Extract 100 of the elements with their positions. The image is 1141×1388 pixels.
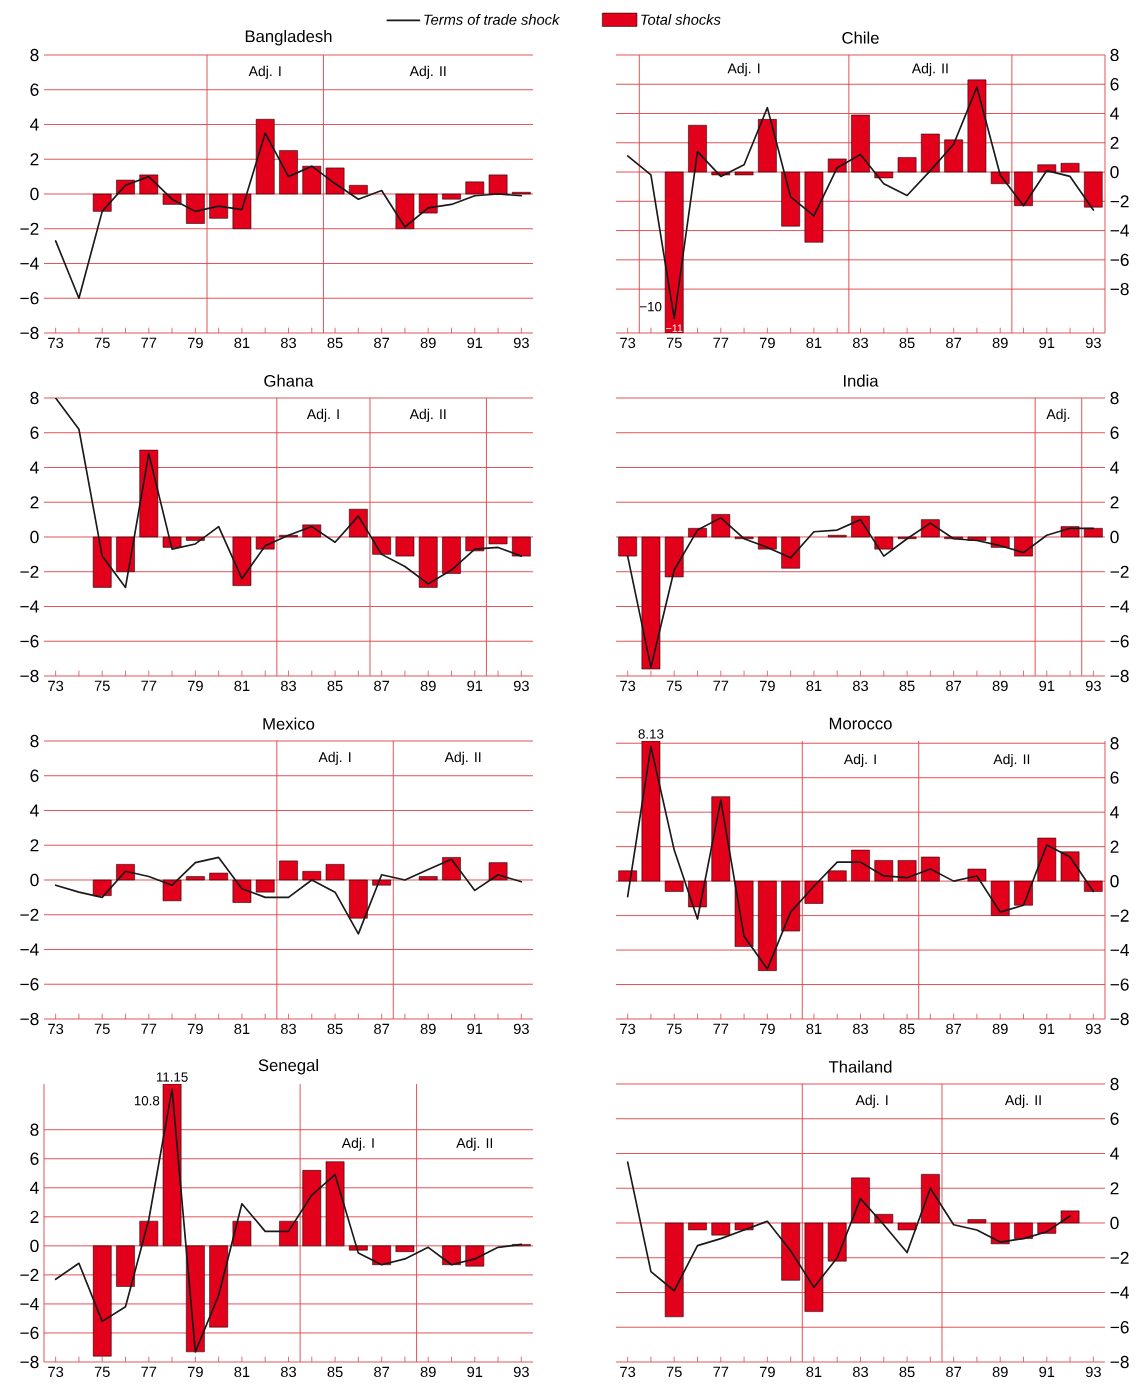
bar [209, 872, 228, 881]
y-tick-label: −2 [20, 908, 39, 921]
bar [92, 1245, 112, 1357]
data-label: −10 [639, 301, 662, 312]
y-tick-label: 6 [1110, 426, 1119, 439]
y-tick-label: −8 [1110, 1012, 1129, 1026]
bar [781, 1222, 800, 1281]
y-tick-label: 0 [30, 873, 39, 887]
bar [664, 536, 684, 578]
x-tick-label: 89 [420, 1366, 436, 1378]
bar [325, 864, 345, 881]
annotation: Adj. I [727, 63, 760, 77]
bar [465, 1245, 485, 1267]
annotation: Adj. I [341, 1137, 374, 1151]
line-series [54, 1088, 523, 1353]
bar [116, 1245, 135, 1287]
x-tick-label: 73 [620, 1023, 636, 1035]
y-tick-label: −2 [1110, 195, 1129, 208]
bar [944, 139, 963, 173]
x-tick-label: 79 [187, 1023, 203, 1035]
y-tick-label: 4 [1110, 461, 1119, 474]
bar [781, 171, 800, 227]
x-tick-label: 93 [1085, 1366, 1101, 1378]
x-tick-label: 87 [374, 1023, 390, 1035]
x-tick-label: 87 [374, 1366, 390, 1378]
bar [232, 536, 252, 586]
bar [804, 1222, 824, 1312]
y-tick-label: 2 [1110, 496, 1119, 509]
x-tick-label: 91 [467, 337, 483, 349]
y-tick-label: −8 [20, 1355, 39, 1369]
y-tick-label: 6 [30, 1152, 39, 1165]
y-tick-label: −6 [20, 978, 39, 991]
x-tick-label: 73 [620, 337, 636, 349]
x-tick-label: 83 [852, 680, 869, 692]
bar [279, 1220, 298, 1247]
x-tick-label: 73 [48, 1366, 64, 1378]
x-tick-label: 83 [280, 1023, 296, 1035]
y-tick-label: −6 [20, 1326, 39, 1340]
y-tick-label: 4 [30, 804, 39, 817]
bar [372, 1245, 391, 1265]
bar [395, 193, 415, 230]
bar [442, 193, 461, 200]
bar [921, 1174, 940, 1224]
y-tick-label: 4 [1110, 107, 1119, 120]
bar [418, 876, 438, 881]
x-tick-label: 77 [713, 337, 729, 348]
y-tick-label: −8 [1110, 1355, 1129, 1369]
y-tick-label: −6 [1110, 635, 1129, 648]
bar [1037, 164, 1057, 173]
y-tick-label: 8 [30, 734, 39, 748]
y-tick-label: 0 [30, 187, 39, 201]
annotation: Adj. II [993, 753, 1030, 767]
bar [349, 185, 368, 195]
x-tick-label: 83 [852, 1023, 869, 1035]
x-tick-label: 77 [141, 1023, 157, 1034]
x-tick-label: 87 [374, 337, 390, 349]
bar [465, 181, 485, 195]
y-tick-label: 4 [30, 1181, 39, 1194]
annotation: Adj. II [456, 1137, 493, 1151]
bar [1084, 171, 1103, 208]
x-tick-label: 77 [713, 1366, 729, 1377]
y-tick-label: 6 [30, 83, 39, 96]
bar [921, 133, 940, 173]
bar [349, 879, 368, 919]
annotation: Adj. II [911, 63, 948, 77]
x-tick-label: 89 [992, 680, 1008, 692]
bar [1084, 528, 1103, 538]
x-tick-label: 87 [946, 1023, 962, 1035]
bar [162, 1083, 182, 1247]
x-tick-label: 81 [806, 680, 822, 692]
y-tick-label: −4 [20, 257, 39, 270]
y-tick-label: 4 [30, 461, 39, 474]
x-tick-label: 93 [513, 337, 529, 349]
y-tick-label: 6 [30, 426, 39, 439]
bar [488, 536, 508, 545]
bar [1014, 171, 1033, 206]
bar [209, 193, 228, 219]
bar [512, 536, 531, 557]
x-tick-label: 87 [946, 337, 962, 349]
legend-label: Total shocks [641, 14, 721, 25]
y-tick-label: 0 [1110, 874, 1119, 888]
bar [139, 174, 159, 195]
y-tick-label: −2 [20, 222, 39, 235]
bar [827, 1222, 847, 1262]
y-tick-label: 2 [1110, 840, 1119, 853]
x-tick-label: 83 [852, 337, 869, 349]
annotation: Adj. I [855, 1094, 888, 1108]
x-tick-label: 93 [513, 1023, 529, 1035]
bar [92, 193, 112, 212]
y-tick-label: 0 [30, 530, 39, 544]
bar [897, 1222, 917, 1231]
y-tick-label: 2 [30, 153, 39, 166]
bar [162, 879, 182, 902]
x-tick-label: 91 [1039, 1023, 1055, 1035]
bar [209, 1245, 228, 1328]
data-label: 11.15 [156, 1072, 188, 1082]
bar [851, 114, 870, 173]
bar [302, 871, 322, 881]
bar [372, 536, 391, 555]
bar [232, 1220, 252, 1247]
